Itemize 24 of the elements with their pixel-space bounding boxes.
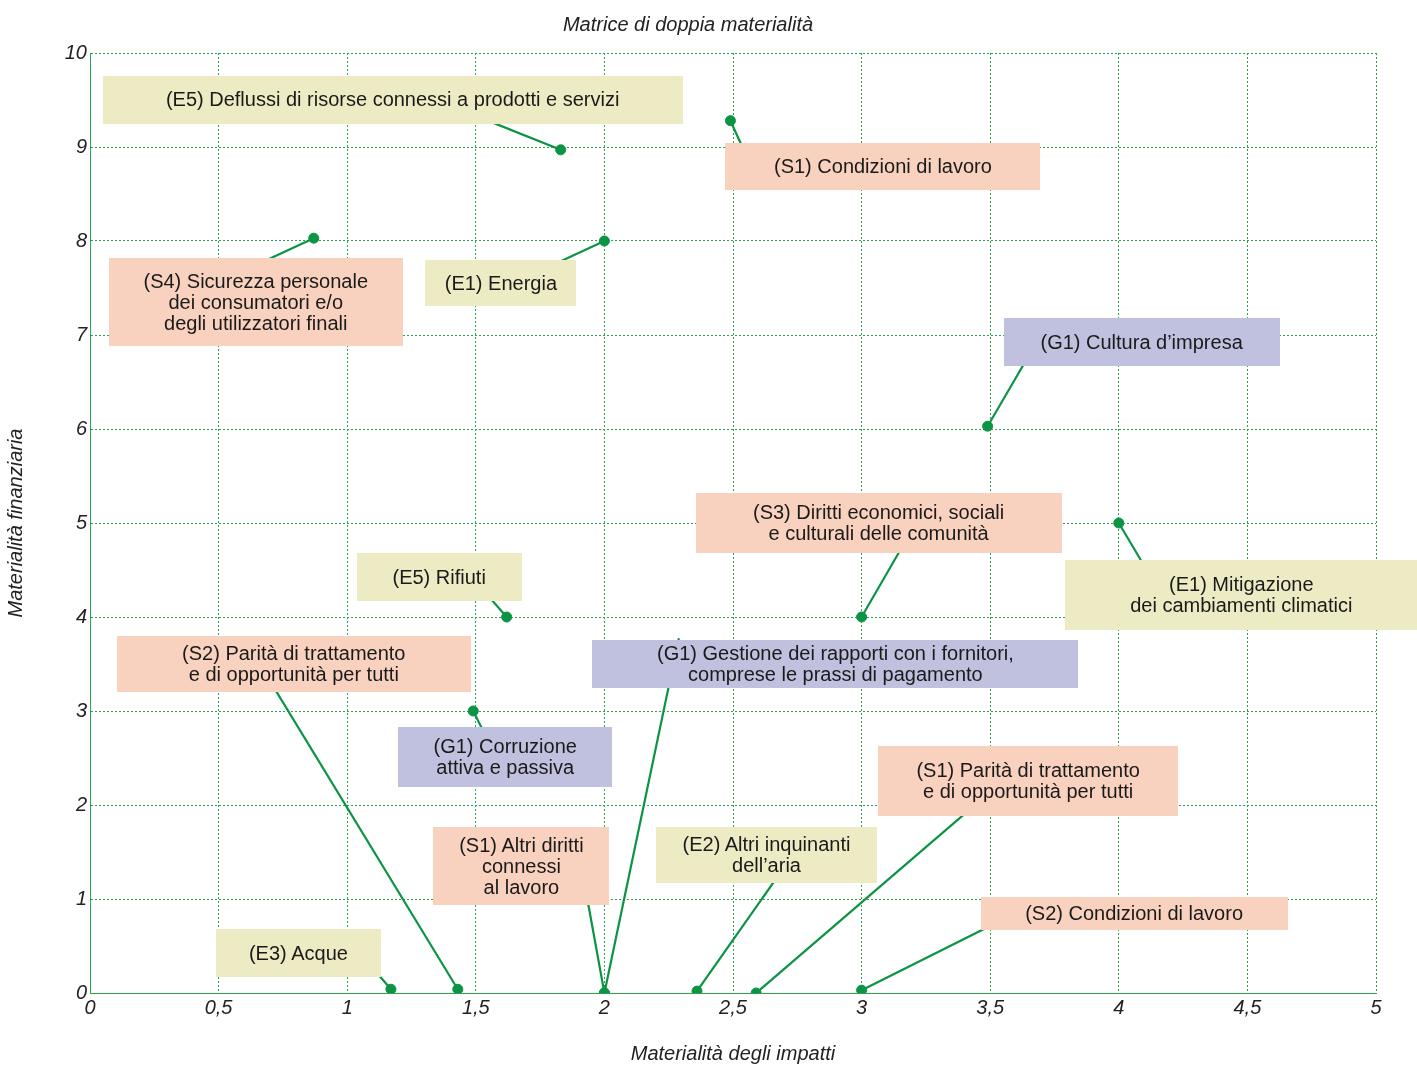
x-tick-label: 2 <box>597 995 610 1018</box>
x-axis-title: Materialità degli impatti <box>630 1041 836 1064</box>
y-tick-label: 0 <box>75 980 87 1003</box>
x-tick-label: 4 <box>1113 995 1125 1018</box>
x-tick-label: 2,5 <box>718 995 748 1018</box>
x-tick-label: 3,5 <box>976 995 1005 1018</box>
y-tick-label: 8 <box>75 228 87 251</box>
x-tick-label: 5 <box>1370 995 1383 1018</box>
x-tick-label: 1 <box>341 995 353 1018</box>
y-tick-label: 5 <box>75 510 88 533</box>
x-tick-label: 0,5 <box>204 995 234 1018</box>
x-tick-label: 3 <box>856 995 868 1018</box>
chart-title: Matrice di doppia materialità <box>562 12 814 35</box>
x-tick-label: 4,5 <box>1233 995 1263 1018</box>
y-axis-title: Materialità finanziaria <box>3 428 26 618</box>
y-tick-label: 1 <box>75 886 87 909</box>
y-tick-label: 6 <box>75 416 88 439</box>
y-tick-label: 2 <box>74 792 87 815</box>
y-tick-label: 7 <box>75 322 88 345</box>
y-tick-label: 10 <box>64 40 87 63</box>
y-tick-label: 9 <box>75 134 87 157</box>
x-tick-label: 1,5 <box>461 995 491 1018</box>
y-tick-label: 4 <box>75 604 87 627</box>
y-tick-label: 3 <box>75 698 87 721</box>
